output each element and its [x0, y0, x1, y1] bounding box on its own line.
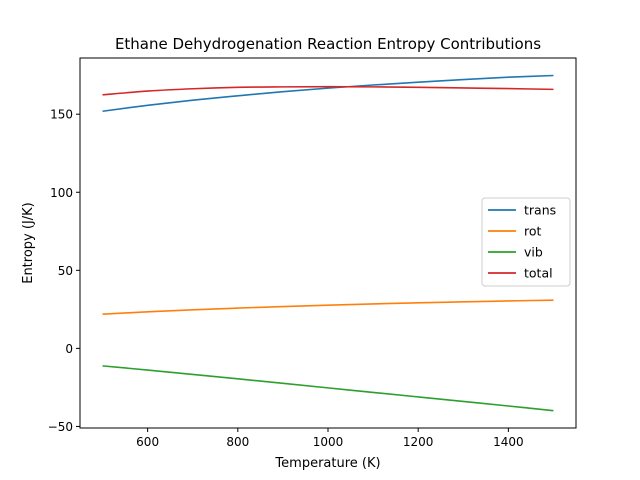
x-tick-label: 1000: [313, 435, 344, 449]
x-tick-label: 1400: [493, 435, 524, 449]
series-line-total: [102, 85, 554, 96]
y-axis-label: Entropy (J/K): [21, 202, 36, 284]
x-tick-label: 800: [226, 435, 249, 449]
y-tick-label: 0: [65, 342, 73, 356]
legend-label-vib: vib: [524, 245, 543, 260]
y-tick-label: 100: [50, 186, 73, 200]
y-tick-label: −50: [48, 420, 73, 434]
plot-area: 600 800 1000 1200 1400 −50 0 50 100 150: [48, 57, 577, 449]
legend-label-trans: trans: [524, 203, 556, 218]
x-tick-label: 600: [136, 435, 159, 449]
x-axis-label: Temperature (K): [274, 456, 380, 471]
y-tick-label: 50: [58, 264, 73, 278]
x-tick-label: 1200: [403, 435, 434, 449]
legend-label-total: total: [524, 266, 553, 281]
series-line-rot: [102, 299, 554, 315]
series-line-vib: [102, 365, 554, 412]
chart-title: Ethane Dehydrogenation Reaction Entropy …: [115, 35, 541, 53]
legend: trans rot vib total: [481, 197, 571, 287]
series-line-trans: [102, 74, 554, 113]
legend-label-rot: rot: [524, 224, 542, 239]
legend-box: [481, 197, 571, 287]
y-tick-label: 150: [50, 108, 73, 122]
